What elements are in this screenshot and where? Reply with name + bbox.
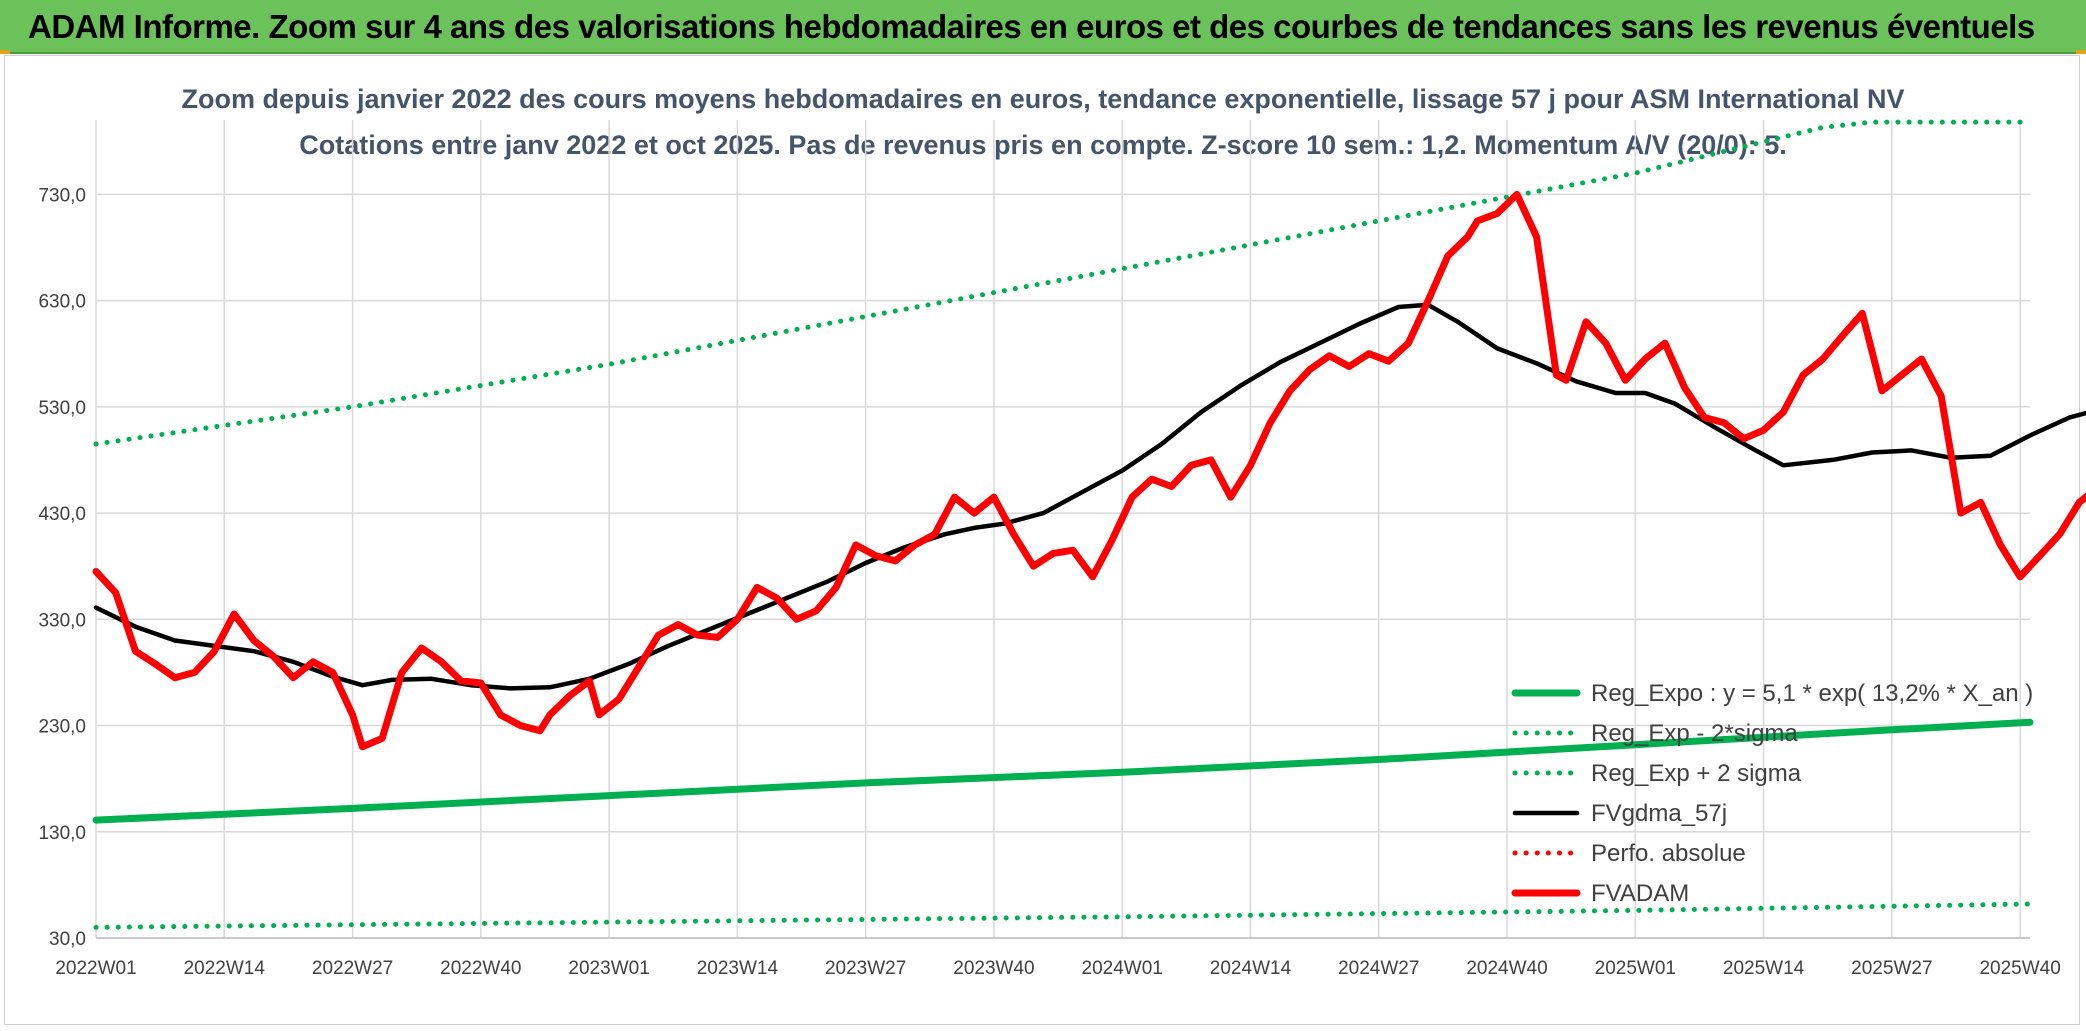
legend-label: Reg_Exp - 2*sigma bbox=[1591, 720, 1798, 747]
x-tick-label: 2024W27 bbox=[1338, 958, 1419, 979]
frame-corner-marker bbox=[0, 50, 10, 54]
x-tick-label: 2025W27 bbox=[1851, 958, 1932, 979]
chart-legend: Reg_Expo : y = 5,1 * exp( 13,2% * X_an )… bbox=[1511, 680, 2033, 907]
series-line-reg-expo-y-5-1-exp-13-2-x-an bbox=[92, 718, 2034, 824]
legend-label: FVgdma_57j bbox=[1591, 800, 1727, 827]
x-tick-label: 2022W40 bbox=[440, 958, 521, 979]
y-tick-label: 330,0 bbox=[38, 610, 86, 631]
y-axis-ticks: 30,0 130,0 230,0 330,0 430,0 530,0 630,0 730,0 bbox=[38, 185, 86, 950]
x-tick-label: 2023W27 bbox=[825, 958, 906, 979]
y-tick-label: 630,0 bbox=[38, 292, 86, 313]
chart-subtitle: Cotations entre janv 2022 et oct 2025. P… bbox=[299, 130, 1787, 160]
chart-frame bbox=[4, 55, 2080, 1025]
chart-grid bbox=[95, 120, 2030, 939]
report-title: ADAM Informe. Zoom sur 4 ans des valoris… bbox=[28, 8, 2035, 45]
y-tick-label: 430,0 bbox=[38, 504, 86, 525]
x-tick-label: 2025W40 bbox=[1979, 958, 2060, 979]
series-line-fvgdma-57j bbox=[93, 302, 2086, 691]
x-tick-label: 2022W01 bbox=[55, 958, 136, 979]
chart-title: Zoom depuis janvier 2022 des cours moyen… bbox=[181, 84, 1904, 114]
y-tick-label: 530,0 bbox=[38, 398, 86, 419]
x-tick-label: 2024W40 bbox=[1466, 958, 1547, 979]
legend-label: FVADAM bbox=[1591, 880, 1689, 907]
x-tick-label: 2022W14 bbox=[184, 958, 266, 979]
x-tick-label: 2024W01 bbox=[1082, 958, 1163, 979]
x-tick-label: 2024W14 bbox=[1210, 958, 1292, 979]
chart-series bbox=[92, 119, 2086, 930]
frame-corner-marker bbox=[2076, 50, 2086, 54]
x-tick-label: 2023W14 bbox=[697, 958, 779, 979]
legend-label: Reg_Expo : y = 5,1 * exp( 13,2% * X_an ) bbox=[1591, 680, 2033, 707]
x-tick-label: 2023W01 bbox=[568, 958, 649, 979]
legend-label: Reg_Exp + 2 sigma bbox=[1591, 760, 1802, 787]
y-tick-label: 730,0 bbox=[38, 185, 86, 206]
x-tick-label: 2022W27 bbox=[312, 958, 393, 979]
x-tick-label: 2025W01 bbox=[1595, 958, 1676, 979]
series-line-reg-exp-2-sigma bbox=[93, 119, 2033, 447]
series-line-fvadam bbox=[92, 190, 2086, 751]
report-banner: ADAM Informe. Zoom sur 4 ans des valoris… bbox=[0, 0, 2086, 54]
series-line-reg-exp-2-sigma bbox=[93, 901, 2033, 930]
y-tick-label: 30,0 bbox=[49, 929, 86, 950]
x-tick-label: 2025W14 bbox=[1723, 958, 1805, 979]
y-tick-label: 230,0 bbox=[38, 717, 86, 738]
y-tick-label: 130,0 bbox=[38, 823, 86, 844]
x-axis-ticks: 2022W01 2022W14 2022W27 2022W40 2023W01 2023W… bbox=[55, 958, 2060, 979]
x-tick-label: 2023W40 bbox=[953, 958, 1034, 979]
legend-label: Perfo. absolue bbox=[1591, 840, 1746, 867]
